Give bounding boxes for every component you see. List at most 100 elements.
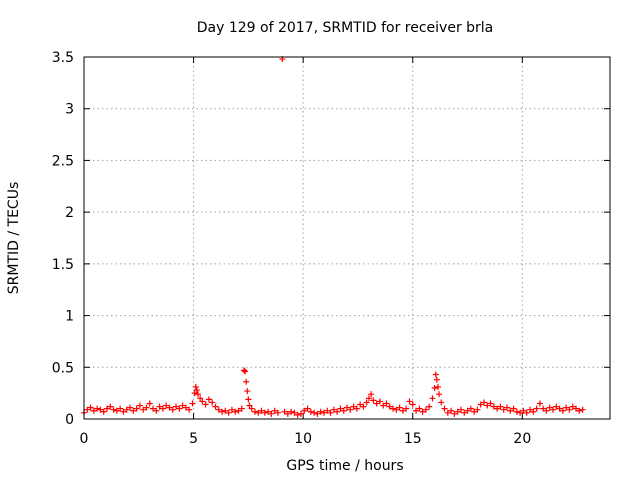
data-point (533, 405, 540, 412)
data-point (550, 406, 557, 413)
data-point (441, 405, 448, 412)
data-point (94, 405, 101, 412)
data-point (559, 407, 566, 414)
y-tick-label: 3.5 (52, 50, 74, 66)
data-point (523, 409, 530, 416)
data-point (451, 410, 458, 417)
data-point (494, 405, 501, 412)
data-point (334, 408, 341, 415)
data-point (153, 407, 160, 414)
data-point (281, 408, 288, 415)
data-point (182, 404, 189, 411)
data-point (317, 408, 324, 415)
y-axis-label: SRMTID / TECUs (6, 182, 22, 295)
data-point (487, 400, 494, 407)
data-point (327, 409, 334, 416)
data-point (503, 404, 510, 411)
data-point (563, 404, 570, 411)
data-point (301, 407, 308, 414)
data-point (360, 403, 367, 410)
data-point (235, 407, 242, 414)
data-point (464, 407, 471, 414)
data-point (497, 403, 504, 410)
data-point (434, 383, 441, 390)
data-point (436, 391, 443, 398)
x-axis-label: GPS time / hours (286, 458, 403, 474)
data-point (490, 403, 497, 410)
data-point (199, 398, 206, 405)
data-point (520, 407, 527, 414)
data-point (169, 406, 176, 413)
data-point (146, 400, 153, 407)
data-point (433, 376, 440, 383)
data-point (337, 405, 344, 412)
data-point (140, 406, 147, 413)
plot-frame (83, 56, 611, 420)
data-point (376, 398, 383, 405)
data-point (87, 404, 94, 411)
data-point (117, 405, 124, 412)
data-point (353, 405, 360, 412)
data-point (330, 406, 337, 413)
data-point (474, 406, 481, 413)
data-point (484, 402, 491, 409)
y-tick-label: 1.5 (52, 257, 74, 273)
data-point (219, 408, 226, 415)
data-point (189, 400, 196, 407)
data-point (556, 405, 563, 412)
data-point (373, 400, 380, 407)
data-point (368, 391, 375, 398)
data-point (232, 408, 239, 415)
data-point (409, 401, 416, 408)
data-point (471, 408, 478, 415)
data-point (156, 403, 163, 410)
data-point (215, 406, 222, 413)
data-point (467, 405, 474, 412)
data-point (426, 403, 433, 410)
data-point (393, 406, 400, 413)
data-point (97, 406, 104, 413)
data-point (186, 406, 193, 413)
data-point (244, 388, 251, 395)
data-point (480, 399, 487, 406)
x-tick-label: 15 (404, 431, 422, 447)
data-point (238, 405, 245, 412)
data-point (413, 407, 420, 414)
data-point (553, 403, 560, 410)
data-point (120, 408, 127, 415)
data-point (579, 406, 586, 413)
data-point (324, 407, 331, 414)
data-point (517, 409, 524, 416)
x-tick-label: 20 (513, 431, 531, 447)
data-point (527, 406, 534, 413)
data-point (431, 384, 438, 391)
data-point (461, 409, 468, 416)
data-point (284, 410, 291, 417)
data-point (380, 402, 387, 409)
data-point (107, 403, 114, 410)
data-point (243, 378, 250, 385)
data-point (90, 407, 97, 414)
data-point (143, 404, 150, 411)
data-point (251, 408, 258, 415)
data-point (314, 410, 321, 417)
data-point (222, 407, 229, 414)
data-point (390, 405, 397, 412)
data-point (573, 405, 580, 412)
data-point (212, 403, 219, 410)
x-tick-label: 10 (294, 431, 312, 447)
grid-lines (84, 57, 610, 419)
data-point (540, 405, 547, 412)
axis-ticks: 0 5 10 15 20 0 0.5 1 1.5 2 2.5 3 3.5 (52, 50, 610, 447)
data-point (245, 396, 252, 403)
data-point (297, 410, 304, 417)
data-point (363, 399, 370, 406)
data-point (127, 404, 134, 411)
data-point (240, 367, 247, 374)
data-point (457, 406, 464, 413)
data-point (304, 405, 311, 412)
data-point (543, 407, 550, 414)
data-point (123, 406, 130, 413)
data-point (110, 406, 117, 413)
